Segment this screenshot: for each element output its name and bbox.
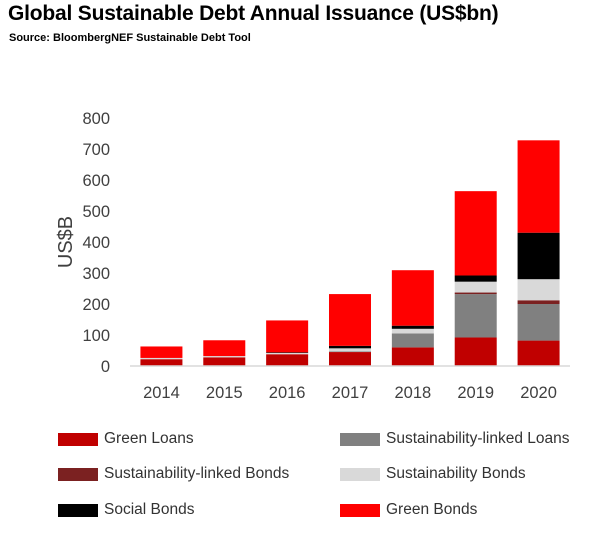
bar-segment xyxy=(140,357,183,360)
bar-segment xyxy=(517,340,560,366)
bar-segment xyxy=(391,328,434,334)
y-tick-label: 100 xyxy=(82,327,110,345)
y-tick-label: 600 xyxy=(82,172,110,190)
bar-segment xyxy=(329,352,371,366)
bar-segment xyxy=(391,325,434,329)
bar-segment xyxy=(391,333,434,348)
bar-segment xyxy=(454,275,497,282)
bar-segment xyxy=(391,270,434,326)
bar-segment xyxy=(140,359,183,366)
bar-segment xyxy=(454,292,497,295)
x-tick-label: 2016 xyxy=(269,384,306,402)
bar-segment xyxy=(517,232,560,280)
chart-title: Global Sustainable Debt Annual Issuance … xyxy=(8,2,499,25)
bar-segment xyxy=(140,346,183,358)
y-tick-label: 200 xyxy=(82,296,110,314)
y-axis-label: US$B xyxy=(55,216,77,268)
bar-segment xyxy=(266,320,309,353)
x-tick-label: 2015 xyxy=(206,384,243,402)
bar-segment xyxy=(203,356,246,358)
x-tick-label: 2014 xyxy=(143,384,180,402)
bar-segment xyxy=(266,352,309,355)
bar-segment xyxy=(454,337,497,366)
y-tick-label: 0 xyxy=(101,358,110,376)
y-tick-label: 400 xyxy=(82,234,110,252)
y-tick-label: 300 xyxy=(82,265,110,283)
bar-segment xyxy=(454,191,497,276)
bar-segment xyxy=(517,140,560,233)
x-tick-label: 2018 xyxy=(394,384,431,402)
bar-segment xyxy=(517,304,560,341)
bar-segment xyxy=(329,294,371,346)
bar-segment xyxy=(329,345,371,349)
bar-segment xyxy=(329,348,371,352)
bar-segment xyxy=(203,357,246,366)
bar-segment xyxy=(266,352,309,353)
bar-segment xyxy=(391,347,434,366)
x-tick-label: 2020 xyxy=(520,384,557,402)
x-tick-label: 2017 xyxy=(332,384,369,402)
bar-segment xyxy=(203,340,246,357)
bar-segment xyxy=(517,300,560,304)
bar-segment xyxy=(329,351,371,353)
y-tick-label: 500 xyxy=(82,203,110,221)
y-tick-label: 800 xyxy=(82,110,110,128)
bar-segment xyxy=(266,354,309,366)
y-tick-label: 700 xyxy=(82,141,110,159)
bar-segment xyxy=(454,281,497,293)
bar-segment xyxy=(517,279,560,301)
bar-segment xyxy=(454,294,497,338)
chart-subtitle: Source: BloombergNEF Sustainable Debt To… xyxy=(9,32,251,44)
x-tick-label: 2019 xyxy=(457,384,494,402)
